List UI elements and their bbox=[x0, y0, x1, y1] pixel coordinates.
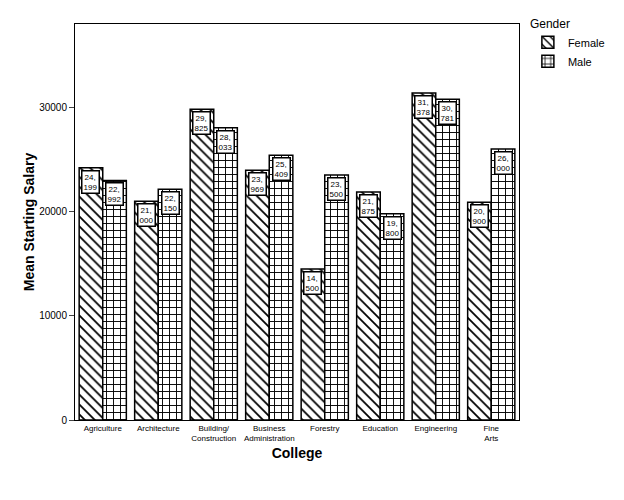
svg-text:Building/Construction: Building/Construction bbox=[191, 424, 236, 443]
svg-text:25,409: 25,409 bbox=[275, 160, 289, 179]
svg-text:Male: Male bbox=[568, 56, 592, 68]
svg-text:22,150: 22,150 bbox=[164, 194, 178, 213]
svg-text:Mean Starting Salary: Mean Starting Salary bbox=[21, 153, 37, 292]
svg-text:28,033: 28,033 bbox=[219, 133, 233, 152]
svg-text:20,900: 20,900 bbox=[473, 207, 487, 226]
svg-text:23,969: 23,969 bbox=[251, 175, 265, 194]
svg-text:10000: 10000 bbox=[39, 310, 67, 321]
svg-text:24,199: 24,199 bbox=[84, 173, 98, 192]
svg-text:22,992: 22,992 bbox=[108, 185, 122, 204]
svg-text:14,500: 14,500 bbox=[306, 274, 320, 293]
svg-text:19,800: 19,800 bbox=[386, 219, 400, 238]
svg-text:30000: 30000 bbox=[39, 102, 67, 113]
svg-text:FineArts: FineArts bbox=[483, 424, 499, 443]
svg-text:20000: 20000 bbox=[39, 206, 67, 217]
svg-text:21,000: 21,000 bbox=[140, 206, 154, 225]
svg-text:Gender: Gender bbox=[530, 17, 570, 31]
svg-text:29,825: 29,825 bbox=[195, 114, 209, 133]
svg-text:0: 0 bbox=[61, 415, 67, 426]
svg-text:Education: Education bbox=[362, 424, 398, 433]
svg-text:College: College bbox=[272, 445, 323, 461]
svg-text:31,378: 31,378 bbox=[417, 98, 431, 117]
svg-text:BusinessAdministration: BusinessAdministration bbox=[244, 424, 295, 443]
svg-text:Agriculture: Agriculture bbox=[84, 424, 123, 433]
svg-text:30,781: 30,781 bbox=[441, 104, 455, 123]
svg-text:21,875: 21,875 bbox=[362, 197, 376, 216]
svg-text:Engineering: Engineering bbox=[414, 424, 457, 433]
svg-text:Female: Female bbox=[568, 37, 605, 49]
svg-text:Forestry: Forestry bbox=[310, 424, 339, 433]
svg-text:26,000: 26,000 bbox=[497, 154, 511, 173]
svg-text:23,500: 23,500 bbox=[330, 180, 344, 199]
svg-text:Architecture: Architecture bbox=[137, 424, 180, 433]
